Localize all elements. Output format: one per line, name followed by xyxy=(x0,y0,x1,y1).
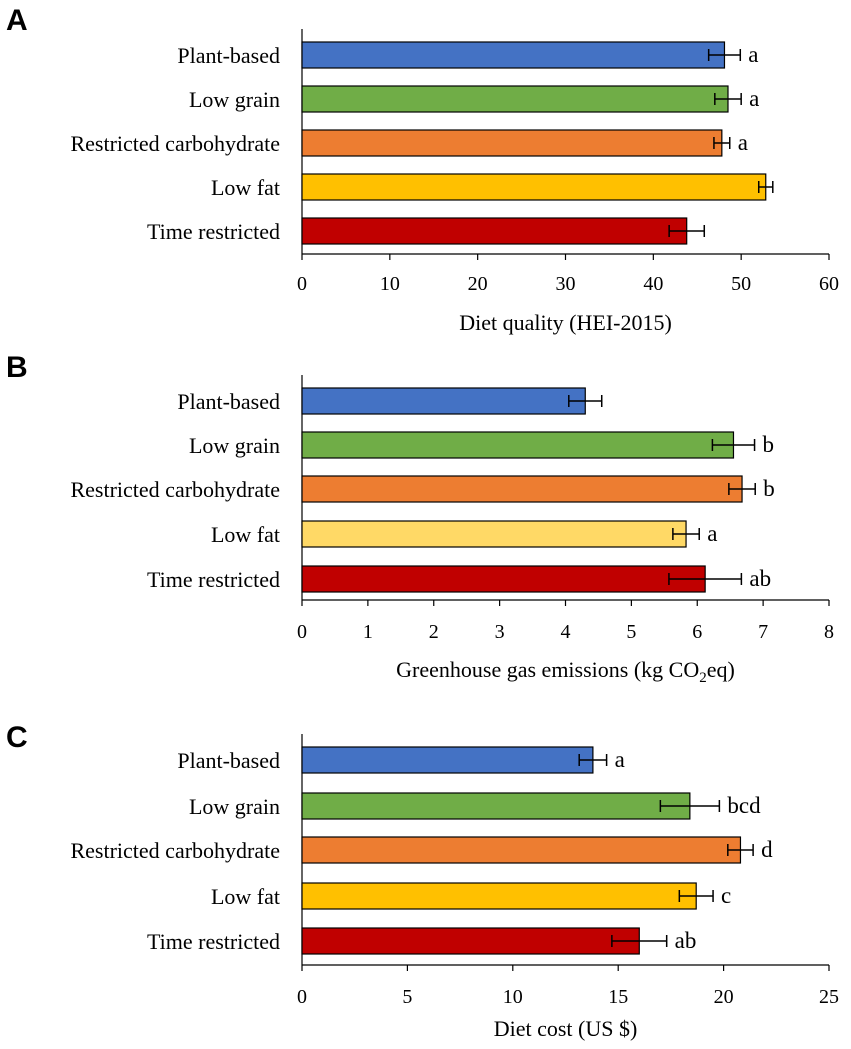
bar xyxy=(301,475,743,503)
x-tick-label: 6 xyxy=(692,621,702,643)
category-label: Low grain xyxy=(189,87,280,112)
bar xyxy=(301,520,687,548)
x-tick-label: 5 xyxy=(402,986,412,1008)
x-tick-label: 30 xyxy=(556,273,576,295)
significance-label: a xyxy=(707,521,717,546)
x-tick-label: 20 xyxy=(714,986,734,1008)
x-tick-label: 10 xyxy=(503,986,523,1008)
x-tick-label: 8 xyxy=(824,621,834,643)
panel-letter: A xyxy=(6,4,28,37)
bar xyxy=(301,927,640,955)
x-tick-label: 60 xyxy=(819,273,839,295)
x-tick-label: 20 xyxy=(468,273,488,295)
significance-label: ab xyxy=(749,566,771,591)
bar xyxy=(301,836,742,864)
bar xyxy=(301,41,726,69)
x-tick-label: 7 xyxy=(758,621,768,643)
category-label: Low grain xyxy=(189,794,280,819)
bar xyxy=(301,173,767,201)
bar xyxy=(301,565,706,593)
significance-label: c xyxy=(721,883,731,908)
significance-label: a xyxy=(749,86,759,111)
x-tick-label: 3 xyxy=(495,621,505,643)
category-label: Low grain xyxy=(189,433,280,458)
x-tick-label: 0 xyxy=(297,986,307,1008)
category-label: Time restricted xyxy=(147,567,280,592)
significance-label: a xyxy=(738,130,748,155)
significance-label: a xyxy=(615,747,625,772)
category-label: Restricted carbohydrate xyxy=(70,477,280,502)
x-tick-label: 50 xyxy=(731,273,751,295)
x-axis-title: Diet cost (US $) xyxy=(494,1016,638,1041)
category-label: Plant-based xyxy=(177,43,280,68)
significance-label: ab xyxy=(675,928,697,953)
x-tick-label: 15 xyxy=(608,986,628,1008)
category-label: Restricted carbohydrate xyxy=(70,838,280,863)
category-label: Low fat xyxy=(211,884,280,909)
bar xyxy=(301,746,594,774)
bar xyxy=(301,217,688,245)
category-label: Low fat xyxy=(211,175,280,200)
chart-panel-c: C 0 5 10 15 20 25 Plant-based a Low grain bcd Restr… xyxy=(6,721,839,1041)
x-tick-label: 0 xyxy=(297,273,307,295)
chart-panel-a: A 0 10 20 30 40 50 60 Plant-based a Low grain a Rest… xyxy=(6,4,839,335)
category-label: Restricted carbohydrate xyxy=(70,131,280,156)
x-tick-label: 4 xyxy=(561,621,571,643)
significance-label: a xyxy=(748,42,758,67)
significance-label: d xyxy=(761,837,773,862)
category-label: Plant-based xyxy=(177,389,280,414)
category-label: Time restricted xyxy=(147,219,280,244)
x-tick-label: 2 xyxy=(429,621,439,643)
significance-label: b xyxy=(763,476,775,501)
x-tick-label: 10 xyxy=(380,273,400,295)
bar xyxy=(301,792,691,820)
bar xyxy=(301,882,697,910)
panel-letter: B xyxy=(6,351,28,384)
significance-label: bcd xyxy=(727,793,761,818)
bar xyxy=(301,129,723,157)
x-tick-label: 40 xyxy=(643,273,663,295)
category-label: Plant-based xyxy=(177,748,280,773)
panel-letter: C xyxy=(6,721,28,754)
bar xyxy=(301,431,735,459)
x-tick-label: 5 xyxy=(626,621,636,643)
x-tick-label: 0 xyxy=(297,621,307,643)
category-label: Time restricted xyxy=(147,929,280,954)
chart-panel-b: B 0 1 2 3 4 5 6 7 8 Plant-based Low grain b Restricte… xyxy=(6,351,834,686)
significance-label: b xyxy=(763,432,775,457)
x-tick-label: 1 xyxy=(363,621,373,643)
x-axis-title: Greenhouse gas emissions (kg CO2eq) xyxy=(396,657,735,686)
x-tick-label: 25 xyxy=(819,986,839,1008)
category-label: Low fat xyxy=(211,522,280,547)
x-axis-title: Diet quality (HEI-2015) xyxy=(459,310,672,335)
bar xyxy=(301,387,586,415)
bar xyxy=(301,85,729,113)
